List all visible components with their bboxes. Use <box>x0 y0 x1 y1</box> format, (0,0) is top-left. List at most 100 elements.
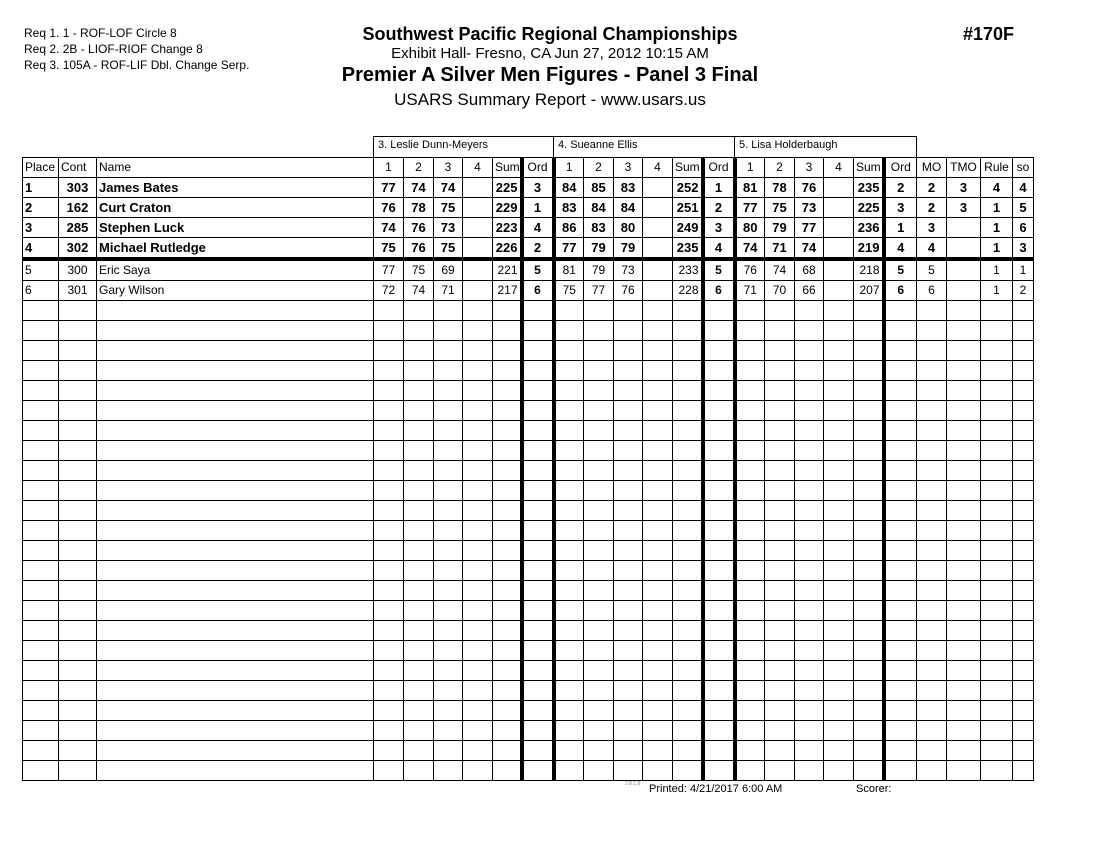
col-header-score-1: 1 <box>732 157 765 178</box>
score-cell <box>551 720 584 741</box>
score-cell <box>823 580 854 601</box>
ord-cell <box>700 680 735 701</box>
rule-cell <box>980 360 1013 381</box>
score-cell <box>403 600 434 621</box>
mo-cell: 2 <box>916 197 947 218</box>
score-cell <box>403 340 434 361</box>
sum-cell <box>853 640 884 661</box>
place-cell <box>22 600 59 621</box>
score-cell <box>403 680 434 701</box>
so-cell: 6 <box>1012 217 1034 238</box>
score-cell <box>433 680 463 701</box>
empty-row <box>22 640 1034 661</box>
ord-cell <box>700 720 735 741</box>
score-cell <box>732 380 765 401</box>
score-cell <box>642 580 673 601</box>
name-cell <box>96 360 374 381</box>
score-cell <box>642 177 673 198</box>
score-cell <box>551 700 584 721</box>
col-header-rule: Rule <box>980 157 1013 178</box>
score-cell <box>794 640 824 661</box>
score-cell: 83 <box>583 217 614 238</box>
score-cell: 83 <box>551 197 584 218</box>
score-cell <box>764 520 795 541</box>
score-cell: 86 <box>551 217 584 238</box>
rule-cell <box>980 420 1013 441</box>
rule-cell: 1 <box>980 197 1013 218</box>
sum-cell: 233 <box>672 258 703 281</box>
so-cell <box>1012 320 1034 341</box>
mo-cell: 5 <box>916 258 947 281</box>
score-cell <box>732 300 765 321</box>
score-cell <box>583 560 614 581</box>
rule-cell <box>980 660 1013 681</box>
score-cell <box>433 380 463 401</box>
ord-cell: 5 <box>700 258 735 281</box>
sum-cell <box>492 680 522 701</box>
score-cell: 76 <box>732 258 765 281</box>
empty-row <box>22 740 1034 761</box>
score-cell <box>403 460 434 481</box>
score-cell <box>462 440 493 461</box>
score-cell <box>794 320 824 341</box>
score-cell <box>433 460 463 481</box>
sum-cell <box>672 620 703 641</box>
ord-cell <box>519 720 554 741</box>
printed-date: Printed: 4/21/2017 6:00 AM <box>649 783 783 795</box>
score-cell: 75 <box>551 280 584 301</box>
score-cell: 77 <box>373 177 404 198</box>
mo-cell <box>916 540 947 561</box>
sum-cell: 219 <box>853 237 884 261</box>
ord-cell <box>700 520 735 541</box>
header-row: Place Cont Name 1 2 3 4 Sum Ord 1 2 3 4 Sum Ord 1 2 3 4 Sum… <box>22 157 1034 178</box>
score-cell <box>551 300 584 321</box>
score-cell <box>642 320 673 341</box>
score-cell <box>583 600 614 621</box>
ord-cell <box>700 740 735 761</box>
sum-cell <box>672 660 703 681</box>
sum-cell: 235 <box>672 237 703 261</box>
ord-cell <box>700 580 735 601</box>
ord-cell <box>700 540 735 561</box>
score-cell: 78 <box>764 177 795 198</box>
cont-cell <box>58 640 97 661</box>
score-cell <box>462 660 493 681</box>
ord-cell <box>881 600 917 621</box>
rule-cell <box>980 720 1013 741</box>
score-cell <box>732 460 765 481</box>
tmo-cell <box>946 680 981 701</box>
score-cell <box>794 720 824 741</box>
ord-cell <box>881 420 917 441</box>
col-header-sum: Sum <box>672 157 703 178</box>
tmo-cell <box>946 360 981 381</box>
score-cell <box>613 360 643 381</box>
score-cell <box>462 680 493 701</box>
score-cell <box>613 740 643 761</box>
sum-cell <box>492 600 522 621</box>
score-cell <box>613 620 643 641</box>
table-row: 6 301 Gary Wilson 72 74 71 217 6 75 77 76 228 6 71 70 6… <box>22 280 1034 301</box>
score-cell <box>403 560 434 581</box>
sum-cell <box>853 580 884 601</box>
cont-cell <box>58 340 97 361</box>
ord-cell <box>700 300 735 321</box>
ord-cell: 4 <box>700 237 735 261</box>
ord-cell <box>519 340 554 361</box>
score-cell <box>583 700 614 721</box>
score-cell: 77 <box>373 258 404 281</box>
score-cell: 84 <box>551 177 584 198</box>
score-cell <box>732 540 765 561</box>
place-cell <box>22 360 59 381</box>
col-header-score-2: 2 <box>403 157 434 178</box>
score-cell <box>823 640 854 661</box>
place-cell <box>22 560 59 581</box>
sum-cell <box>492 420 522 441</box>
ord-cell <box>700 760 735 781</box>
score-cell <box>403 520 434 541</box>
place-cell <box>22 660 59 681</box>
tmo-cell <box>946 380 981 401</box>
score-cell <box>551 480 584 501</box>
so-cell <box>1012 740 1034 761</box>
score-cell <box>462 600 493 621</box>
score-cell <box>794 500 824 521</box>
